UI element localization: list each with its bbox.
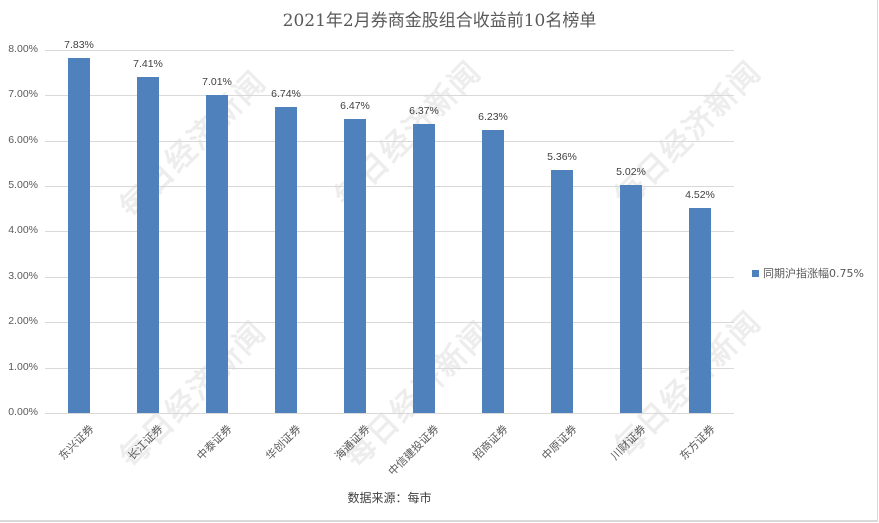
bar bbox=[275, 107, 297, 413]
x-category-label: 中泰证券 bbox=[194, 422, 235, 463]
x-category-label: 东兴证券 bbox=[56, 422, 97, 463]
bar bbox=[551, 169, 573, 413]
data-label: 7.41% bbox=[133, 57, 163, 70]
y-tick-label: 1.00% bbox=[8, 361, 38, 373]
gridline bbox=[45, 231, 734, 232]
y-tick-label: 6.00% bbox=[8, 134, 38, 146]
bar bbox=[689, 207, 711, 413]
data-label: 6.74% bbox=[271, 88, 301, 100]
chart-title: 2021年2月券商金股组合收益前10名榜单 bbox=[282, 11, 597, 31]
data-source-note: 数据来源：每市 bbox=[347, 491, 432, 505]
data-label: 6.37% bbox=[409, 104, 439, 117]
data-label: 7.01% bbox=[202, 75, 232, 88]
gridline bbox=[45, 322, 734, 323]
gridline bbox=[45, 95, 734, 96]
data-label: 5.36% bbox=[547, 150, 577, 163]
y-tick-label: 0.00% bbox=[8, 406, 38, 418]
bar bbox=[137, 76, 159, 413]
y-tick-label: 7.00% bbox=[8, 88, 38, 100]
gridline bbox=[45, 50, 734, 51]
bar bbox=[482, 130, 504, 413]
y-tick-label: 4.00% bbox=[8, 224, 38, 236]
x-category-label: 华创证券 bbox=[263, 422, 304, 463]
data-label: 6.47% bbox=[340, 100, 370, 113]
bar bbox=[413, 123, 435, 413]
gridline bbox=[45, 368, 734, 369]
x-category-label: 海通证券 bbox=[332, 422, 373, 463]
y-tick-label: 3.00% bbox=[8, 270, 38, 282]
data-label: 7.83% bbox=[64, 38, 94, 51]
x-category-label: 中原证券 bbox=[539, 422, 580, 463]
legend: 同期沪指涨幅0.75% bbox=[752, 265, 864, 281]
gridline bbox=[45, 277, 734, 278]
x-category-label: 川财证券 bbox=[608, 422, 649, 463]
x-category-label: 中信建投证券 bbox=[385, 422, 442, 479]
y-tick-label: 8.00% bbox=[8, 43, 38, 55]
bar bbox=[68, 57, 90, 413]
gridline bbox=[45, 186, 734, 187]
y-tick-label: 5.00% bbox=[8, 179, 38, 191]
data-label: 4.52% bbox=[685, 188, 715, 201]
x-category-label: 招商证券 bbox=[470, 422, 511, 463]
bar bbox=[620, 185, 642, 413]
y-tick-label: 2.00% bbox=[8, 315, 38, 327]
data-label: 6.23% bbox=[478, 111, 508, 124]
gridline bbox=[45, 141, 734, 142]
x-category-label: 长江证券 bbox=[125, 422, 166, 463]
legend-swatch-icon bbox=[752, 269, 759, 277]
x-category-label: 东方证券 bbox=[677, 422, 718, 463]
bar bbox=[206, 94, 228, 413]
data-label: 5.02% bbox=[616, 166, 646, 179]
gridline bbox=[45, 413, 734, 414]
legend-label: 同期沪指涨幅0.75% bbox=[763, 267, 864, 280]
bar bbox=[344, 119, 366, 413]
